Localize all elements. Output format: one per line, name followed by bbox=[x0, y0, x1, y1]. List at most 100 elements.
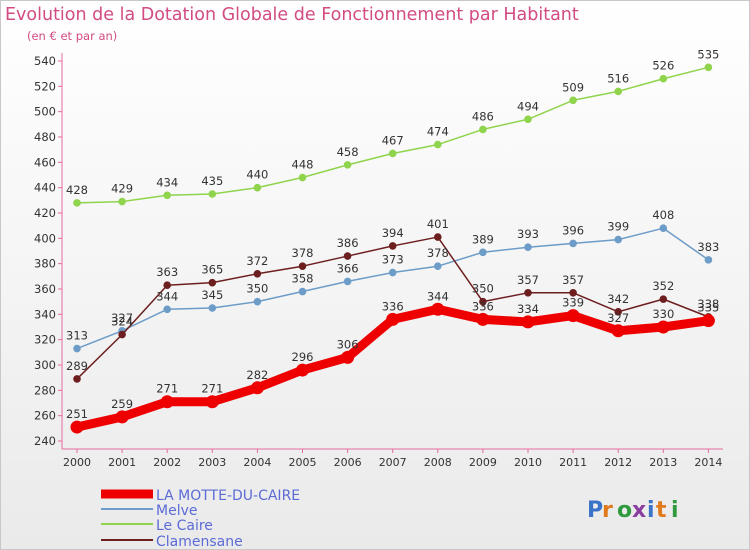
data-point bbox=[341, 350, 355, 364]
data-label: 448 bbox=[292, 158, 314, 172]
data-point bbox=[343, 277, 352, 286]
data-point bbox=[73, 199, 81, 207]
data-label: 344 bbox=[427, 289, 449, 303]
data-point bbox=[73, 375, 81, 383]
data-label: 401 bbox=[427, 217, 449, 231]
data-point bbox=[208, 190, 217, 198]
data-label: 474 bbox=[427, 125, 449, 139]
data-point bbox=[386, 312, 400, 326]
data-point bbox=[611, 324, 625, 338]
y-tick-label: 340 bbox=[34, 307, 56, 321]
data-point bbox=[250, 381, 264, 395]
y-tick-label: 360 bbox=[34, 282, 56, 296]
data-point bbox=[253, 270, 262, 278]
data-label: 335 bbox=[697, 301, 719, 315]
data-point bbox=[476, 312, 490, 326]
data-point bbox=[434, 233, 442, 241]
logo-letter: o bbox=[617, 498, 632, 523]
x-tick-label: 2014 bbox=[694, 456, 722, 469]
data-label: 357 bbox=[517, 273, 539, 287]
data-point bbox=[479, 297, 487, 306]
chart-subtitle: (en € et par an) bbox=[27, 29, 118, 43]
data-label: 372 bbox=[246, 254, 268, 268]
data-label: 440 bbox=[246, 168, 268, 182]
x-tick-label: 2007 bbox=[379, 456, 407, 469]
y-tick-label: 420 bbox=[34, 206, 56, 220]
data-point bbox=[434, 262, 442, 271]
data-label: 516 bbox=[607, 71, 629, 85]
data-point bbox=[524, 243, 532, 251]
data-label: 289 bbox=[66, 359, 88, 373]
data-point bbox=[524, 115, 532, 124]
data-point bbox=[388, 242, 397, 250]
y-tick-label: 240 bbox=[34, 434, 56, 448]
data-label: 526 bbox=[652, 59, 674, 73]
y-tick-label: 440 bbox=[34, 181, 56, 195]
data-point bbox=[656, 320, 670, 334]
data-label: 251 bbox=[66, 407, 88, 421]
data-point bbox=[298, 287, 307, 296]
data-label: 393 bbox=[517, 227, 539, 241]
data-label: 327 bbox=[111, 311, 133, 325]
data-label: 363 bbox=[156, 265, 178, 279]
data-point bbox=[704, 63, 713, 72]
data-label: 357 bbox=[562, 273, 584, 287]
data-label: 350 bbox=[472, 282, 494, 296]
data-label: 259 bbox=[111, 397, 133, 411]
x-tick-label: 2005 bbox=[289, 456, 317, 469]
y-tick-label: 320 bbox=[34, 333, 56, 347]
data-label: 345 bbox=[201, 288, 223, 302]
data-label: 435 bbox=[201, 174, 223, 188]
legend-label: Clamensane bbox=[156, 534, 243, 549]
data-point bbox=[298, 262, 307, 271]
data-label: 324 bbox=[111, 315, 133, 329]
data-label: 344 bbox=[156, 289, 178, 303]
x-tick-label: 2002 bbox=[153, 456, 181, 469]
x-tick-label: 2000 bbox=[63, 456, 91, 469]
logo-letter: t bbox=[656, 498, 667, 523]
x-tick-label: 2013 bbox=[649, 456, 677, 469]
y-tick-label: 540 bbox=[34, 54, 56, 68]
data-label: 365 bbox=[201, 263, 223, 277]
logo-letter: i bbox=[671, 498, 679, 523]
data-label: 366 bbox=[337, 261, 359, 275]
data-point bbox=[521, 315, 535, 329]
data-point bbox=[118, 330, 126, 339]
data-point bbox=[208, 304, 217, 312]
x-tick-label: 2003 bbox=[198, 456, 226, 469]
data-point bbox=[388, 268, 397, 277]
y-tick-label: 500 bbox=[34, 105, 56, 119]
x-tick-label: 2001 bbox=[108, 456, 136, 469]
y-tick-label: 260 bbox=[34, 409, 56, 423]
legend-label: LA MOTTE-DU-CAIRE bbox=[156, 488, 300, 504]
data-label: 535 bbox=[697, 47, 719, 61]
data-label: 336 bbox=[472, 299, 494, 313]
data-point bbox=[115, 410, 129, 424]
data-label: 358 bbox=[292, 272, 314, 286]
data-label: 306 bbox=[337, 337, 359, 351]
x-tick-label: 2011 bbox=[559, 456, 587, 469]
data-label: 383 bbox=[697, 240, 719, 254]
data-point bbox=[343, 161, 352, 169]
data-point bbox=[569, 239, 577, 248]
y-tick-label: 380 bbox=[34, 257, 56, 271]
data-point bbox=[163, 281, 171, 290]
data-point bbox=[659, 224, 668, 232]
data-label: 352 bbox=[652, 279, 674, 293]
legend-label: Le Caire bbox=[156, 518, 213, 534]
data-label: 386 bbox=[337, 236, 359, 250]
data-label: 296 bbox=[292, 350, 314, 364]
data-point bbox=[701, 314, 715, 328]
data-label: 394 bbox=[382, 226, 404, 240]
data-point bbox=[160, 395, 174, 409]
data-label: 373 bbox=[382, 253, 404, 267]
y-tick-label: 280 bbox=[34, 383, 56, 397]
y-tick-label: 300 bbox=[34, 358, 56, 372]
x-tick-label: 2004 bbox=[243, 456, 271, 469]
data-point bbox=[614, 308, 623, 316]
data-point bbox=[208, 278, 217, 287]
data-point bbox=[704, 256, 713, 264]
data-point bbox=[659, 295, 668, 303]
